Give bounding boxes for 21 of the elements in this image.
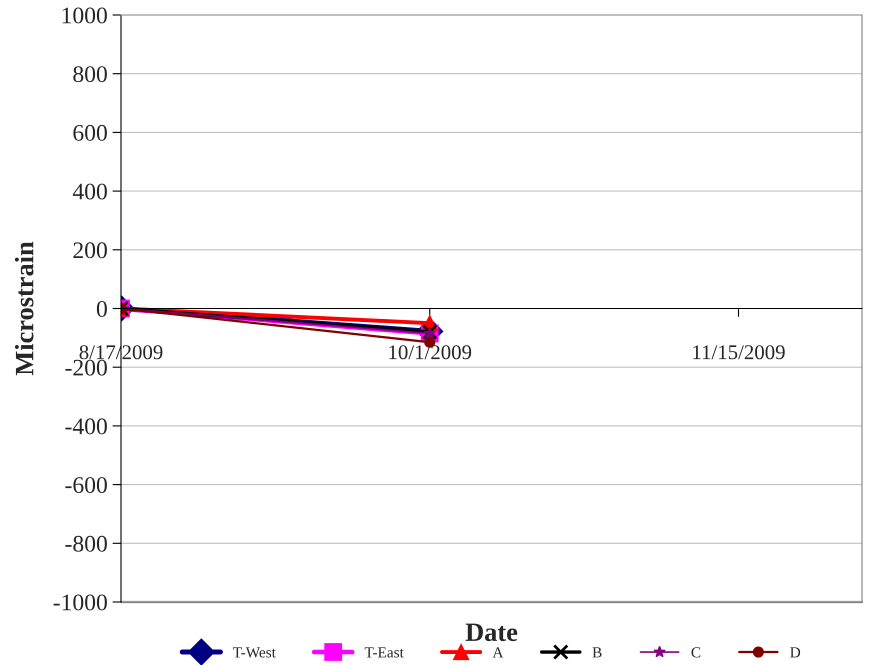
legend-label: B — [592, 647, 602, 658]
y-tick-label: 400 — [72, 184, 107, 200]
y-tick-label: -200 — [65, 360, 107, 376]
y-tick-label: -400 — [65, 418, 107, 434]
x-tick-label: 10/1/2009 — [389, 345, 472, 360]
y-axis-title: Microstrain — [14, 242, 34, 376]
x-tick-label: 11/15/2009 — [693, 345, 785, 360]
x-axis-title: Date — [466, 624, 518, 642]
y-tick-label: 0 — [96, 300, 107, 317]
legend-label: D — [790, 647, 800, 658]
y-tick-label: -600 — [65, 477, 107, 494]
y-tick-label: 200 — [73, 242, 107, 258]
y-tick-label: 1000 — [62, 7, 107, 24]
y-tick-label: 600 — [73, 124, 107, 141]
legend-label: A — [492, 647, 504, 658]
legend-label: T-West — [232, 647, 276, 658]
legend-label: C — [692, 647, 700, 658]
y-tick-label: -800 — [65, 536, 107, 552]
y-tick-label: 800 — [73, 66, 107, 82]
y-tick-label: -1000 — [54, 594, 107, 610]
legend-label: T-East — [364, 647, 404, 658]
